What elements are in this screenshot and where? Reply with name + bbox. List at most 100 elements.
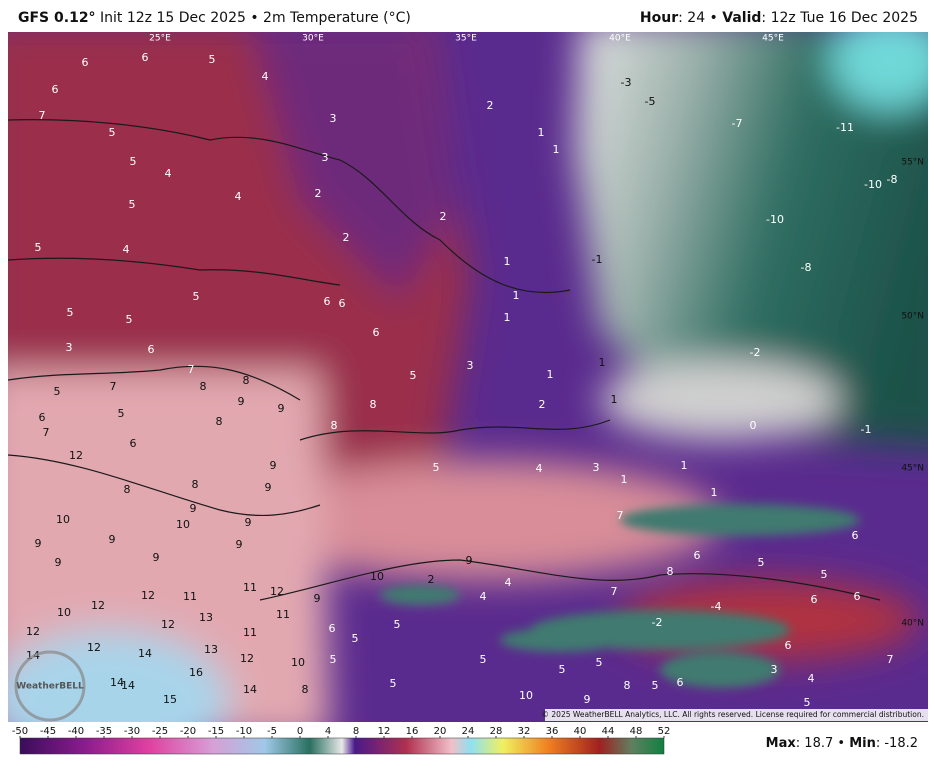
temperature-label: 9: [270, 459, 277, 472]
temperature-label: 1: [621, 473, 628, 486]
temperature-label: 8: [200, 380, 207, 393]
temperature-label: 12: [240, 652, 254, 665]
temperature-label: -4: [711, 600, 722, 613]
colorbar-tick-label: 0: [297, 726, 303, 737]
temperature-label: 9: [153, 551, 160, 564]
temperature-label: 5: [130, 155, 137, 168]
temperature-label: 12: [69, 449, 83, 462]
temperature-label: 1: [504, 311, 511, 324]
colorbar-tick-label: 12: [378, 726, 391, 737]
temperature-label: 0: [750, 419, 757, 432]
temperature-label: 5: [390, 677, 397, 690]
temperature-label: 5: [193, 290, 200, 303]
temperature-label: 3: [322, 151, 329, 164]
temperature-label: 1: [513, 289, 520, 302]
temperature-label: -10: [766, 213, 784, 226]
temperature-label: 5: [652, 679, 659, 692]
colorbar-tick-label: 44: [602, 726, 615, 737]
run-info: Init 12z 15 Dec 2025 • 2m Temperature (°…: [100, 10, 411, 26]
temperature-label: 3: [771, 663, 778, 676]
temperature-label: -3: [621, 76, 632, 89]
temperature-label: 4: [505, 576, 512, 589]
temperature-label: 5: [758, 556, 765, 569]
temperature-label: 15: [163, 693, 177, 706]
temperature-label: 9: [265, 481, 272, 494]
temperature-field: [8, 32, 928, 722]
temperature-label: 5: [480, 653, 487, 666]
temperature-label: 5: [67, 306, 74, 319]
temperature-label: 1: [611, 393, 618, 406]
max-value: : 18.7 •: [795, 736, 846, 751]
temperature-label: 2: [487, 99, 494, 112]
temperature-label: 9: [238, 395, 245, 408]
colorbar-tick-label: 40: [574, 726, 587, 737]
min-label: Min: [849, 736, 876, 751]
temperature-label: 2: [440, 210, 447, 223]
temperature-label: 5: [330, 653, 337, 666]
temperature-label: 5: [352, 632, 359, 645]
temperature-label: 6: [130, 437, 137, 450]
temperature-label: 5: [433, 461, 440, 474]
temperature-label: -7: [732, 117, 743, 130]
min-value: : -18.2: [875, 736, 918, 751]
colorbar-tick-label: 24: [462, 726, 475, 737]
lon-label: 40°E: [609, 34, 631, 44]
temperature-label: 6: [142, 51, 149, 64]
temperature-label: 16: [189, 666, 203, 679]
temperature-label: 9: [35, 537, 42, 550]
lat-label: 50°N: [901, 312, 924, 322]
colorbar-tick-label: 36: [546, 726, 559, 737]
temperature-label: 14: [121, 679, 135, 692]
lat-label: 55°N: [901, 158, 924, 168]
temperature-label: 14: [243, 683, 257, 696]
temperature-label: 5: [54, 385, 61, 398]
colorbar-tick-label: 20: [434, 726, 447, 737]
temperature-label: 6: [854, 590, 861, 603]
temperature-label: 5: [394, 618, 401, 631]
temperature-label: -10: [864, 178, 882, 191]
temperature-label: 6: [785, 639, 792, 652]
temperature-label: 4: [262, 70, 269, 83]
temperature-label: -5: [645, 95, 656, 108]
temperature-label: 2: [315, 187, 322, 200]
temperature-label: -1: [592, 253, 603, 266]
temperature-label: 1: [504, 255, 511, 268]
temperature-label: 5: [804, 696, 811, 709]
temperature-label: 6: [329, 622, 336, 635]
temperature-label: 8: [302, 683, 309, 696]
temperature-label: 4: [165, 167, 172, 180]
lon-label: 45°E: [762, 34, 784, 44]
temperature-label: -8: [801, 261, 812, 274]
valid-value: : 12z Tue 16 Dec 2025: [761, 10, 918, 26]
temperature-label: 9: [236, 538, 243, 551]
temperature-label: 6: [339, 297, 346, 310]
temperature-label: 3: [330, 112, 337, 125]
temperature-label: 4: [480, 590, 487, 603]
temperature-label: 4: [808, 672, 815, 685]
temperature-label: 8: [331, 419, 338, 432]
footer: Max: 18.7 • Min: -18.2: [766, 736, 918, 751]
temperature-label: 11: [276, 608, 290, 621]
temperature-label: -2: [652, 616, 663, 629]
temperature-label: 5: [109, 126, 116, 139]
lon-label: 25°E: [149, 34, 171, 44]
temperature-label: 2: [343, 231, 350, 244]
temperature-label: 11: [183, 590, 197, 603]
temperature-label: 8: [370, 398, 377, 411]
temperature-label: 10: [291, 656, 305, 669]
temperature-label: 9: [245, 516, 252, 529]
colorbar-tick-label: 48: [630, 726, 643, 737]
colorbar-tick-label: -25: [152, 726, 168, 737]
temperature-label: 6: [373, 326, 380, 339]
header-right: Hour: 24 • Valid: 12z Tue 16 Dec 2025: [640, 10, 918, 26]
temperature-label: 7: [39, 109, 46, 122]
temperature-label: 1: [681, 459, 688, 472]
colorbar-tick-label: 8: [353, 726, 359, 737]
temperature-label: 10: [519, 689, 533, 702]
temperature-label: 11: [243, 626, 257, 639]
colorbar-tick-label: 32: [518, 726, 531, 737]
temperature-label: 6: [324, 295, 331, 308]
temperature-label: 3: [593, 461, 600, 474]
lat-label: 45°N: [901, 464, 924, 474]
